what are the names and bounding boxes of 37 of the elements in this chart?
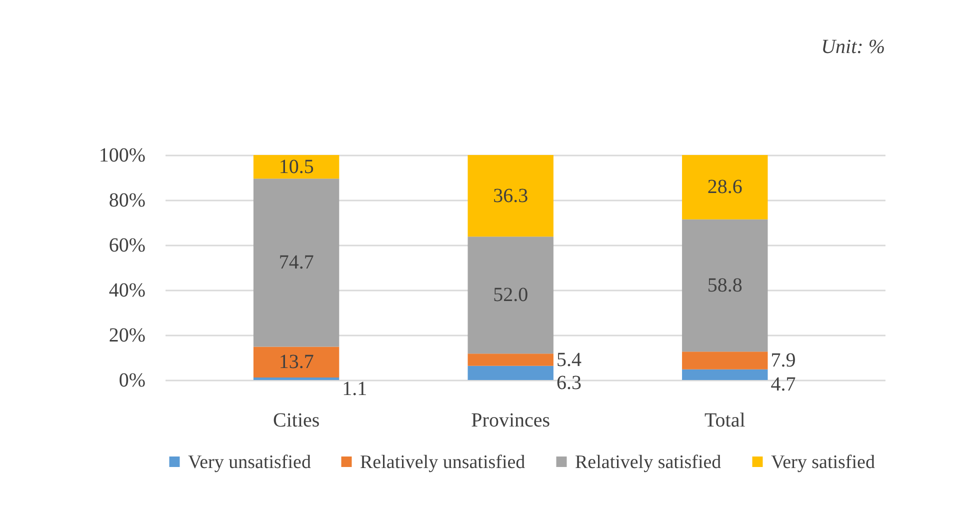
data-label: 6.3 xyxy=(556,372,582,394)
y-tick-label: 40% xyxy=(108,280,146,302)
data-label: 58.8 xyxy=(707,274,742,296)
legend-label: Relatively unsatisfied xyxy=(360,452,526,473)
data-label: 36.3 xyxy=(493,184,528,207)
bar xyxy=(468,354,554,366)
bar xyxy=(682,369,768,380)
text: Unit: % xyxy=(821,36,885,58)
bar xyxy=(682,352,768,370)
bar xyxy=(253,346,340,378)
bar xyxy=(682,155,768,220)
bar xyxy=(253,155,340,179)
data-label: 13.7 xyxy=(278,351,314,374)
bar xyxy=(468,366,554,380)
bar xyxy=(468,236,554,354)
y-tick-label: 20% xyxy=(108,324,146,346)
bar xyxy=(468,155,554,237)
y-tick-label: 100% xyxy=(98,144,146,166)
data-label: 7.9 xyxy=(770,350,796,372)
x-tick-label: Provinces xyxy=(471,410,550,432)
data-label: 28.6 xyxy=(707,176,742,198)
data-label: 4.7 xyxy=(770,374,796,396)
legend-label: Relatively satisfied xyxy=(575,452,722,473)
legend-label: Very unsatisfied xyxy=(188,452,312,473)
x-tick-label: Cities xyxy=(272,410,320,432)
data-label: 74.7 xyxy=(278,252,314,274)
data-label: 1.1 xyxy=(342,378,368,400)
y-tick-label: 0% xyxy=(118,370,146,392)
data-label: 10.5 xyxy=(278,156,314,178)
bar xyxy=(253,178,340,347)
x-tick-label: Total xyxy=(704,410,746,432)
bar xyxy=(682,219,768,352)
data-label: 5.4 xyxy=(556,348,582,371)
legend-label: Very satisfied xyxy=(771,452,876,473)
data-label: 52.0 xyxy=(493,284,528,306)
y-tick-label: 80% xyxy=(108,190,146,212)
y-tick-label: 60% xyxy=(108,234,146,256)
